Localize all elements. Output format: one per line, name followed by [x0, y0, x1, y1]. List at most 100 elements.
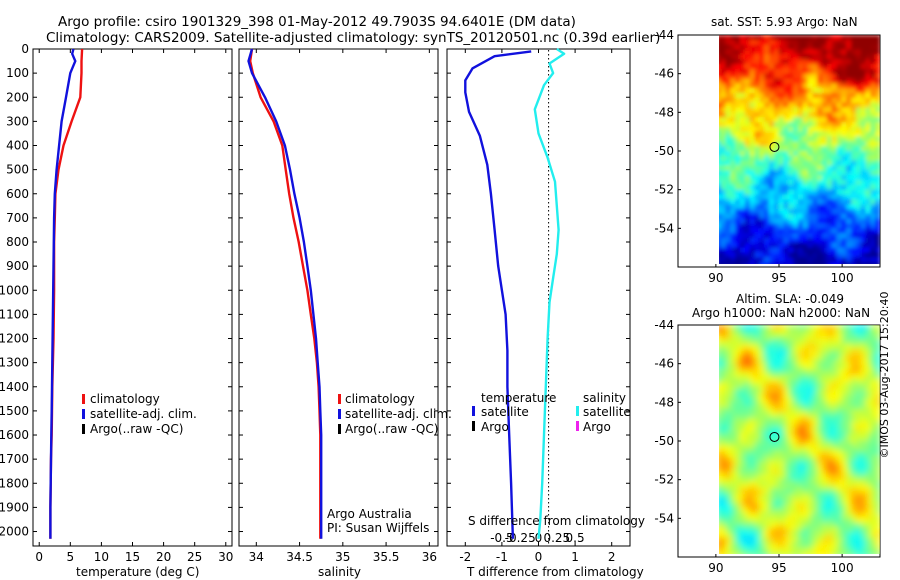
heatmap-cell — [759, 262, 765, 264]
heatmap-cell — [807, 465, 813, 471]
heatmap-cell — [860, 242, 867, 249]
heatmap-cell — [769, 49, 775, 55]
heatmap-cell — [759, 537, 765, 544]
heatmap-cell — [812, 349, 818, 355]
heatmap-cell — [846, 228, 852, 234]
heatmap-cell — [720, 354, 727, 360]
heatmap-cell — [860, 499, 867, 505]
heatmap-cell — [797, 513, 804, 519]
heatmap-cell — [793, 257, 799, 263]
heatmap-cell — [744, 141, 751, 147]
heatmap-cell — [769, 349, 775, 355]
heatmap-cell — [720, 387, 727, 394]
heatmap-cell — [841, 199, 847, 205]
salinity-legend-argo: Argo(..raw -QC) — [345, 422, 439, 436]
heatmap-cell — [725, 146, 731, 152]
heatmap-cell — [826, 155, 833, 162]
heatmap-cell — [851, 68, 857, 75]
heatmap-cell — [822, 363, 828, 370]
heatmap-cell — [735, 228, 741, 234]
heatmap-cell — [836, 73, 842, 80]
heatmap-cell — [797, 455, 804, 461]
heatmap-cell — [783, 247, 789, 254]
heatmap-cell — [769, 88, 775, 94]
heatmap-cell — [841, 49, 847, 55]
heatmap-cell — [725, 155, 731, 162]
heatmap-cell — [841, 146, 847, 152]
heatmap-cell — [855, 329, 862, 336]
heatmap-cell — [720, 378, 727, 384]
heatmap-cell — [749, 131, 756, 138]
heatmap-cell — [730, 131, 736, 138]
heatmap-cell — [744, 233, 751, 239]
heatmap-cell — [735, 354, 741, 360]
heatmap-cell — [841, 262, 847, 264]
heatmap-cell — [719, 407, 722, 413]
heatmap-cell — [730, 329, 736, 336]
heatmap-cell — [851, 455, 857, 461]
heatmap-cell — [851, 209, 857, 215]
heatmap-cell — [865, 242, 871, 249]
heatmap-cell — [793, 126, 799, 133]
heatmap-cell — [725, 78, 731, 84]
heatmap-cell — [788, 184, 794, 191]
heatmap-cell — [812, 194, 818, 200]
heatmap-cell — [841, 39, 847, 46]
heatmap-cell — [822, 102, 828, 109]
heatmap-cell — [855, 532, 862, 539]
heatmap-cell — [759, 474, 765, 481]
heatmap-cell — [831, 213, 838, 220]
heatmap-cell — [719, 508, 722, 515]
heatmap-cell — [773, 392, 780, 399]
heatmap-cell — [836, 523, 842, 529]
heatmap-cell — [865, 489, 871, 495]
heatmap-cell — [855, 238, 862, 244]
heatmap-cell — [797, 209, 804, 215]
heatmap-cell — [769, 223, 775, 229]
heatmap-cell — [851, 242, 857, 249]
heatmap-cell — [812, 489, 818, 495]
heatmap-cell — [797, 349, 804, 355]
heatmap-cell — [851, 358, 857, 365]
heatmap-cell — [740, 474, 746, 481]
heatmap-cell — [846, 334, 852, 341]
heatmap-cell — [870, 484, 876, 490]
heatmap-cell — [725, 373, 731, 379]
heatmap-cell — [773, 136, 780, 142]
heatmap-cell — [793, 223, 799, 229]
heatmap-cell — [788, 68, 794, 75]
heatmap-cell — [749, 368, 756, 374]
heatmap-cell — [817, 441, 823, 447]
heatmap-cell — [740, 537, 746, 544]
heatmap-cell — [754, 373, 760, 379]
heatmap-cell — [865, 88, 871, 94]
heatmap-cell — [846, 528, 852, 534]
heatmap-cell — [817, 373, 823, 379]
heatmap-cell — [764, 83, 770, 89]
heatmap-cell — [720, 228, 727, 234]
heatmap-cell — [788, 421, 794, 428]
heatmap-cell — [754, 180, 760, 186]
heatmap-cell — [822, 470, 828, 476]
heatmap-cell — [764, 228, 770, 234]
heatmap-cell — [754, 528, 760, 534]
heatmap-cell — [802, 64, 809, 70]
heatmap-cell — [851, 528, 857, 534]
heatmap-cell — [730, 518, 736, 524]
heatmap-cell — [788, 131, 794, 138]
heatmap-cell — [773, 131, 780, 138]
heatmap-cell — [783, 489, 789, 495]
heatmap-cell — [855, 383, 862, 389]
heatmap-cell — [769, 93, 775, 99]
heatmap-cell — [754, 474, 760, 481]
heatmap-cell — [870, 238, 876, 244]
heatmap-cell — [822, 436, 828, 442]
heatmap-cell — [826, 107, 833, 113]
heatmap-cell — [831, 242, 838, 249]
heatmap-cell — [778, 97, 784, 104]
heatmap-cell — [793, 387, 799, 394]
heatmap-cell — [802, 223, 809, 229]
heatmap-cell — [720, 339, 727, 345]
heatmap-cell — [773, 194, 780, 200]
heatmap-cell — [841, 257, 847, 263]
